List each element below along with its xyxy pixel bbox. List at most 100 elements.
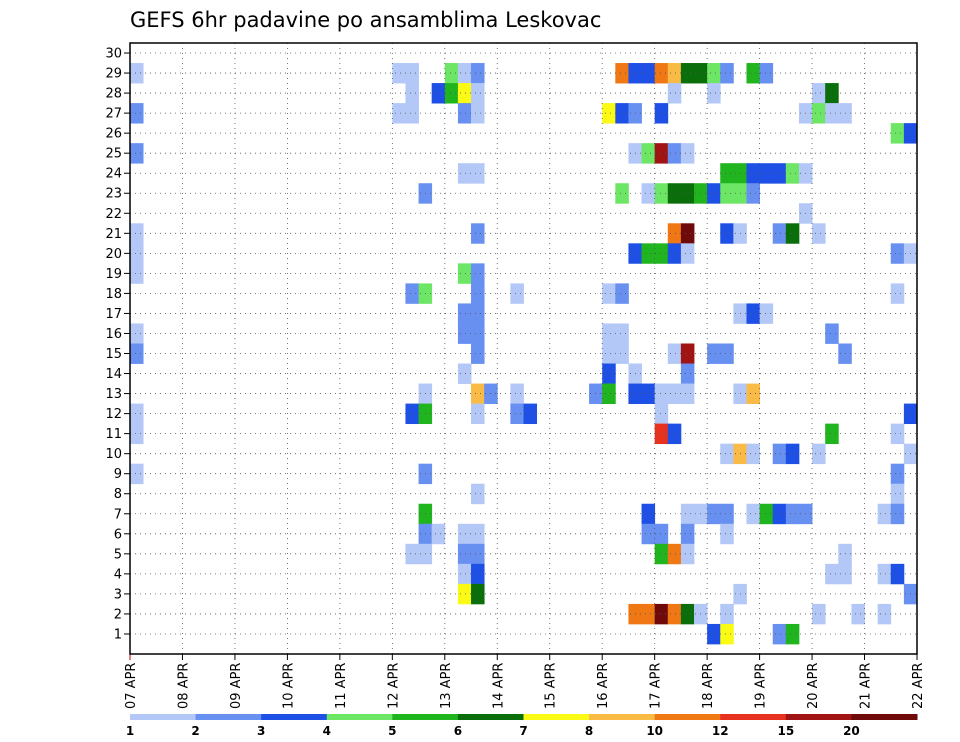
x-tick-label: 20 APR [806,663,821,709]
colorbar-swatch [720,714,787,720]
x-tick-label: 13 APR [439,663,454,709]
heatmap-cell [405,283,419,304]
heatmap-cell [746,63,760,84]
heatmap-cell [471,523,485,545]
heatmap-cell [615,343,629,364]
y-tick-label: 5 [114,547,122,562]
y-tick-label: 17 [105,307,122,322]
heatmap-cell [130,343,144,364]
heatmap-cell [707,183,721,204]
y-tick-label: 24 [105,167,122,182]
y-tick-label: 21 [105,227,122,242]
plot-frame [129,42,918,655]
heatmap-cell [457,163,472,184]
y-tick-label: 4 [114,567,122,582]
heatmap-cell [746,183,760,204]
heatmap-cell [720,63,734,84]
y-tick-label: 18 [105,287,122,302]
heatmap-cell [680,523,695,545]
heatmap-cell [130,463,144,485]
heatmap-cell [825,323,839,344]
heatmap-cell [720,623,734,645]
heatmap-cell [759,503,774,525]
heatmap-cell [615,283,629,304]
heatmap-cell [471,103,485,124]
colorbar-label: 2 [191,724,199,738]
heatmap-cell [667,603,682,625]
y-tick-label: 26 [105,127,122,142]
heatmap-cell [457,523,472,545]
heatmap-cell [667,383,682,404]
heatmap-cell [680,143,695,164]
heatmap-cell [471,403,485,425]
y-tick-label: 13 [105,387,122,402]
x-tick-label: 09 APR [229,663,244,709]
heatmap-cell [602,343,616,364]
y-tick-label: 3 [114,587,122,602]
heatmap-cell [130,423,144,445]
heatmap-cell [130,103,144,124]
heatmap-cell [510,283,524,304]
heatmap-cell [667,543,682,565]
heatmap-cell [680,363,695,384]
heatmap-cell [890,503,905,525]
heatmap-cell [444,83,459,104]
heatmap-cell [471,383,485,404]
heatmap-cell [720,503,734,525]
colorbar-label: 7 [519,724,527,738]
heatmap-cell [602,363,616,384]
colorbar-label: 10 [646,724,663,738]
grid-lines [130,43,917,654]
heatmap-cell [457,103,472,124]
heatmap-cell [785,223,800,244]
heatmap-cell [641,243,656,264]
heatmap-cell [457,263,472,284]
chart-title: GEFS 6hr padavine po ansamblima Leskovac [130,8,601,32]
colorbar-swatch [195,714,262,720]
y-tick-label: 9 [114,467,122,482]
heatmap-cell [654,523,669,545]
x-tick-label: 17 APR [649,663,664,709]
colorbar-label: 4 [323,724,331,738]
heatmap-cell [405,103,419,124]
heatmap-cell [615,183,629,204]
heatmap-cell [457,563,472,585]
heatmap-cell [877,563,892,585]
heatmap-cell [471,163,485,184]
colorbar-label: 6 [454,724,462,738]
x-tick-label: 07 APR [124,663,139,709]
heatmap-cell [680,223,695,244]
heatmap-cell [890,283,905,304]
heatmap-cell [457,83,472,104]
heatmap-cell [707,83,721,104]
heatmap-cell [746,303,760,324]
heatmap-cell [680,503,695,525]
colorbar-label: 3 [257,724,265,738]
heatmap-cell [392,103,406,124]
heatmap-cell [615,63,629,84]
heatmap-cell [890,483,905,505]
heatmap-cell [772,223,787,244]
heatmap-cell [471,223,485,244]
heatmap-cell [431,523,446,545]
heatmap-cell [785,443,800,465]
heatmap-cell [772,443,787,465]
heatmap-cell [812,603,826,625]
heatmap-cell [890,563,905,585]
heatmap-cell [641,383,656,404]
x-tick-label: 15 APR [544,663,559,709]
heatmap-cell [130,263,144,284]
colorbar-swatch [785,714,852,720]
heatmap-cell [457,363,472,384]
heatmap-cell [457,303,472,324]
heatmap-cell [471,83,485,104]
x-tick-label: 19 APR [754,663,769,709]
heatmap-cell [130,403,144,425]
colorbar-label: 5 [388,724,396,738]
heatmap-cell [812,103,826,124]
y-tick-label: 11 [105,427,122,442]
heatmap-cells [130,63,918,645]
x-tick-label: 22 APR [911,663,926,709]
heatmap-cell [471,583,485,605]
heatmap-cell [720,163,734,184]
